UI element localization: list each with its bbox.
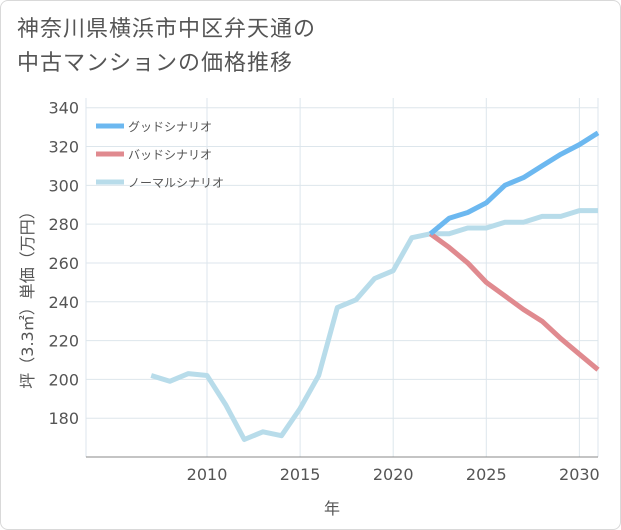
x-tick-label: 2030	[559, 465, 600, 484]
y-tick-label: 200	[48, 370, 79, 389]
legend-label-2: ノーマルシナリオ	[128, 176, 224, 190]
series-line-1	[428, 231, 600, 372]
x-tick-labels: 2010 2015 2020 2025 2030	[187, 465, 600, 484]
y-tick-label: 300	[48, 176, 79, 195]
y-axis-label: 坪（3.3㎡）単価（万円）	[18, 203, 37, 388]
grid-lines	[85, 98, 599, 457]
y-tick-label: 280	[48, 215, 79, 234]
x-axis-label: 年	[324, 499, 340, 518]
x-tick-label: 2015	[280, 465, 321, 484]
legend-label-1: バッドシナリオ	[128, 148, 212, 162]
y-tick-label: 240	[48, 293, 79, 312]
y-tick-label: 340	[48, 99, 79, 118]
y-tick-label: 220	[48, 332, 79, 351]
series-line-2	[150, 208, 598, 442]
x-tick-label: 2025	[466, 465, 507, 484]
x-tick-label: 2020	[373, 465, 414, 484]
y-tick-labels: 180 200 220 240 260 280 300 320 340	[48, 99, 79, 428]
x-tick-label: 2010	[187, 465, 228, 484]
y-tick-label: 320	[48, 138, 79, 157]
chart-title-line-1: 神奈川県横浜市中区弁天通の	[17, 17, 317, 42]
chart-title: 神奈川県横浜市中区弁天通の 中古マンションの価格推移	[17, 13, 316, 81]
legend-label-0: グッドシナリオ	[128, 120, 212, 134]
series-line-0	[428, 130, 600, 236]
y-tick-label: 180	[48, 409, 79, 428]
chart-title-line-2: 中古マンションの価格推移	[17, 51, 294, 76]
y-tick-label: 260	[48, 254, 79, 273]
series-lines	[150, 130, 600, 442]
